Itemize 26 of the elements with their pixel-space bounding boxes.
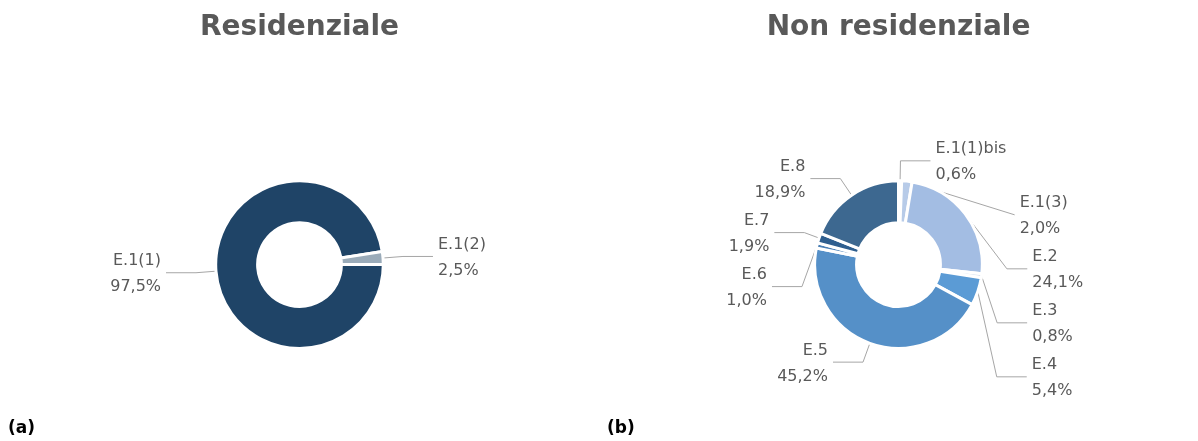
text: (a) <box>8 416 36 437</box>
data-label: 0,6% <box>935 164 977 184</box>
slice-label: E.7 <box>743 210 770 230</box>
slice-label: E.4 <box>1031 354 1058 374</box>
chart-title: Non residenziale <box>766 8 1031 42</box>
slice-label: E.1(2) <box>437 233 487 253</box>
text: (b) <box>607 416 635 437</box>
data-label: 97,5% <box>110 276 162 296</box>
data-label: 1,9% <box>728 236 770 256</box>
slice-label: E.6 <box>741 264 767 284</box>
data-label: 1,0% <box>726 290 767 310</box>
slice-label: E.1(1)bis <box>935 138 1007 158</box>
data-label: 0,8% <box>1032 326 1073 346</box>
data-label: 24,1% <box>1032 272 1084 292</box>
slice-label: E.1(3) <box>1019 192 1068 212</box>
data-label: 2,5% <box>437 259 479 279</box>
data-label: 5,4% <box>1031 380 1073 400</box>
slice-label: E.1(1) <box>112 250 162 270</box>
slice-label: E.8 <box>780 156 806 176</box>
chart-title: Residenziale <box>199 8 400 42</box>
data-label: 2,0% <box>1019 218 1061 238</box>
slice-label: E.3 <box>1032 300 1058 320</box>
data-label: 45,2% <box>777 365 828 385</box>
slice-label: E.5 <box>802 339 828 359</box>
data-label: 18,9% <box>754 182 806 202</box>
slice-label: E.2 <box>1032 246 1058 266</box>
